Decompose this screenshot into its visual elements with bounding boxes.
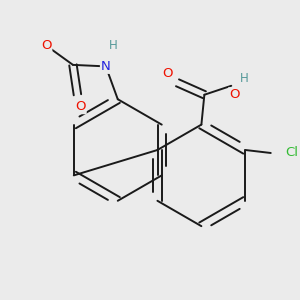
Text: N: N bbox=[101, 60, 111, 73]
Text: H: H bbox=[109, 39, 118, 52]
Text: O: O bbox=[41, 39, 51, 52]
Text: Cl: Cl bbox=[285, 146, 298, 160]
Text: O: O bbox=[229, 88, 239, 101]
Text: O: O bbox=[75, 100, 86, 113]
Text: H: H bbox=[240, 72, 249, 85]
Text: O: O bbox=[162, 67, 172, 80]
